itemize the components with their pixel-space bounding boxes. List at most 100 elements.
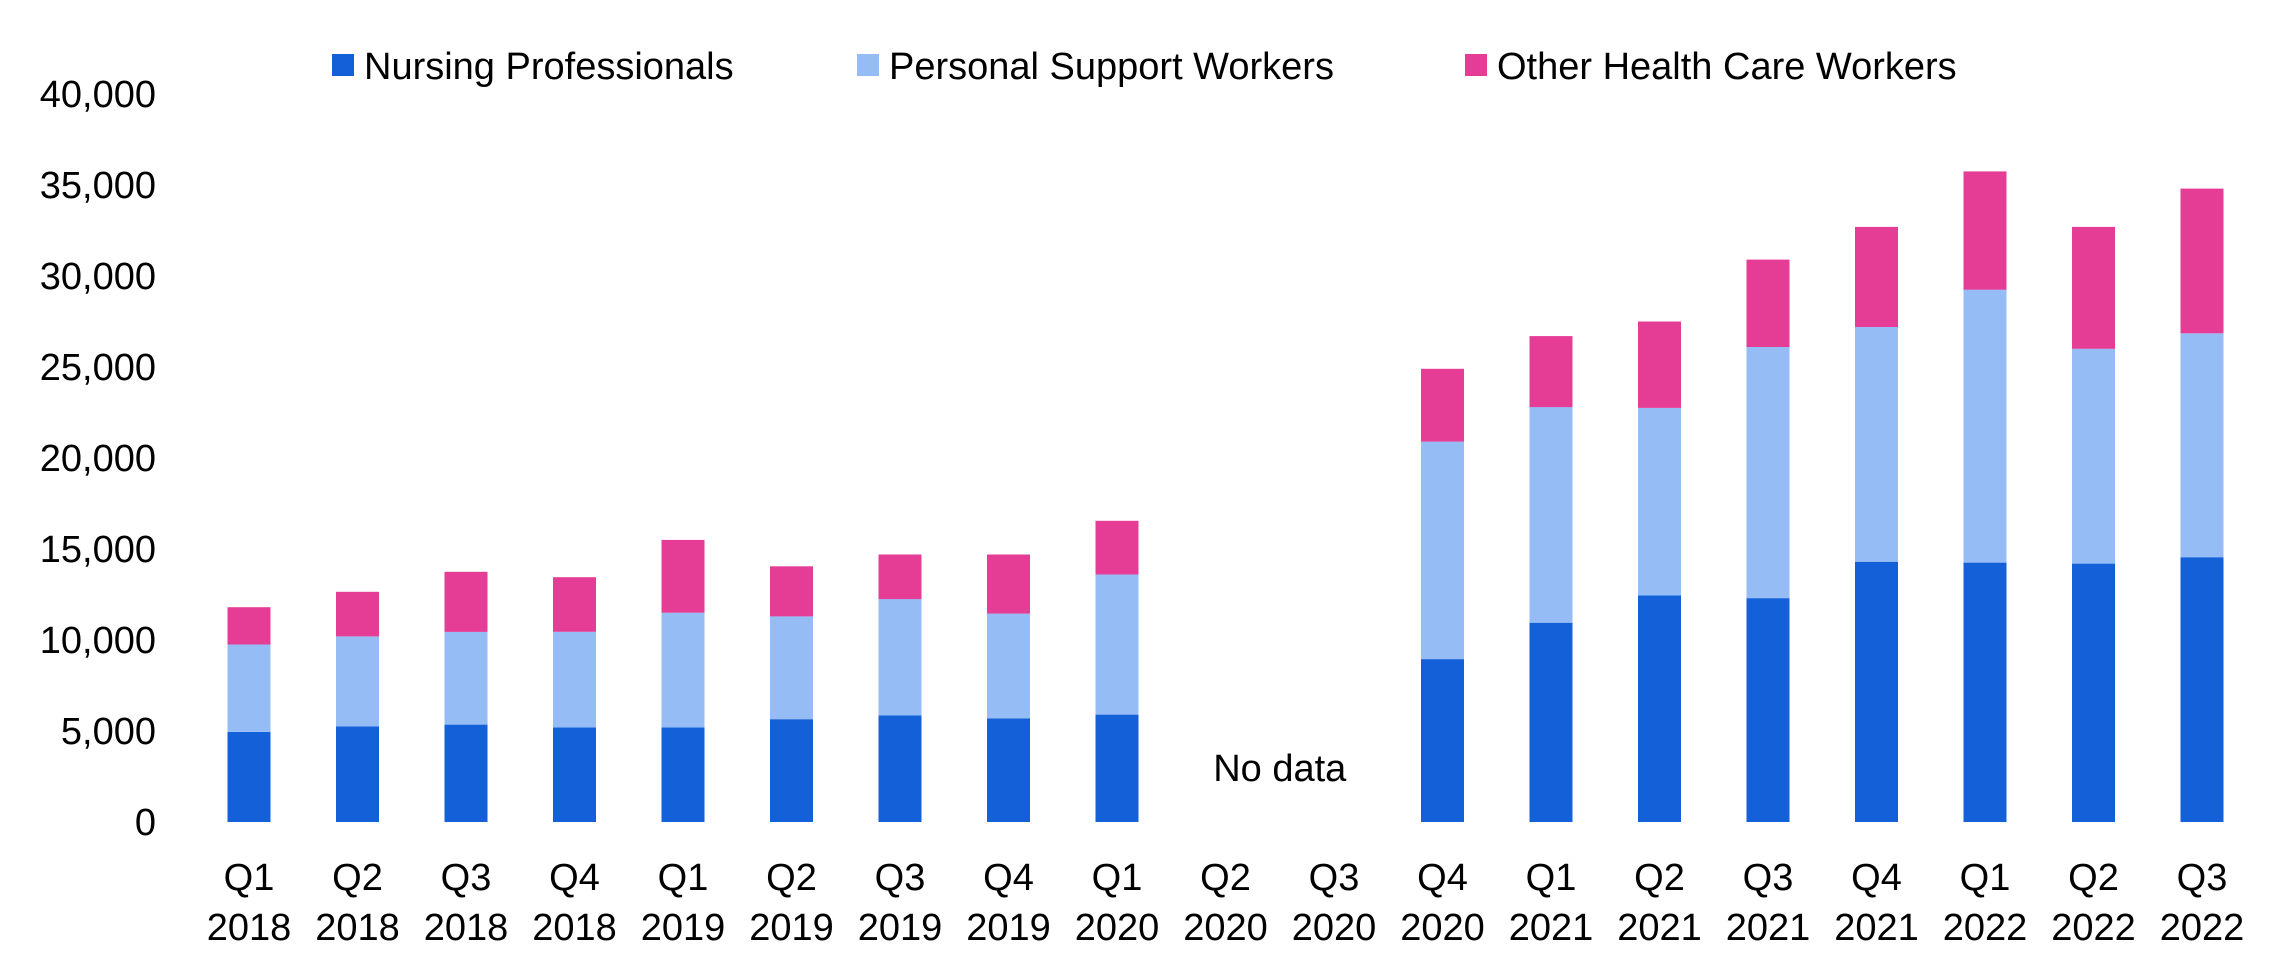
y-axis: 0 5,000 10,000 15,000 20,000 25,000 30,000 35,0… (40, 74, 156, 844)
x-tick-label-year: 2019 (966, 907, 1051, 949)
bar-segment-other (1855, 226, 1898, 327)
x-tick-label-quarter: Q4 (1417, 857, 1468, 899)
bar-segment-psw (1638, 407, 1681, 596)
bar-segment-other (227, 607, 271, 645)
bars (227, 171, 2224, 822)
x-tick-label-year: 2018 (532, 907, 617, 949)
bar-segment-other (336, 591, 379, 637)
x-tick-label-year: 2022 (1943, 907, 2028, 949)
x-tick-label-quarter: Q3 (875, 857, 926, 899)
y-tick-label: 0 (135, 802, 156, 844)
legend-swatch (332, 54, 354, 76)
legend-label: Nursing Professionals (364, 46, 734, 88)
bar-segment-other (1963, 171, 2007, 290)
x-tick-label-year: 2019 (641, 907, 726, 949)
bar-segment-psw (1095, 574, 1139, 715)
bar-segment-psw (1529, 407, 1573, 623)
bar-segment-other (444, 571, 488, 632)
bar-segment-nursing (1421, 659, 1464, 822)
legend-swatch (1465, 54, 1487, 76)
x-tick-label-year: 2020 (1183, 907, 1268, 949)
x-tick-label-quarter: Q4 (983, 857, 1034, 899)
bar-segment-nursing (1095, 714, 1139, 822)
x-tick-label-quarter: Q2 (332, 857, 383, 899)
x-tick-label-quarter: Q3 (2177, 857, 2228, 899)
x-tick-label-year: 2019 (858, 907, 943, 949)
x-tick-label-quarter: Q4 (549, 857, 600, 899)
x-tick-label-year: 2018 (424, 907, 509, 949)
bar-segment-nursing (878, 715, 922, 822)
x-tick-label-year: 2021 (1509, 907, 1594, 949)
x-tick-label-year: 2019 (749, 907, 834, 949)
x-tick-label-quarter: Q1 (224, 857, 275, 899)
bar-segment-psw (336, 636, 379, 727)
x-tick-label-quarter: Q2 (1634, 857, 1685, 899)
y-tick-label: 15,000 (40, 529, 156, 571)
x-tick-label-year: 2018 (207, 907, 292, 949)
bar-segment-nursing (770, 719, 813, 822)
bar-segment-other (2180, 188, 2224, 334)
x-tick-label-quarter: Q1 (1526, 857, 1577, 899)
bar-segment-psw (1963, 289, 2007, 563)
bar-segment-nursing (661, 727, 705, 822)
bar-segment-other (2072, 226, 2115, 349)
bar-segment-nursing (2180, 557, 2224, 822)
bar-segment-psw (770, 616, 813, 720)
bar-segment-nursing (227, 731, 271, 822)
x-tick-label-quarter: Q1 (1960, 857, 2011, 899)
x-tick-label-quarter: Q2 (766, 857, 817, 899)
bar-segment-nursing (336, 726, 379, 822)
bar-segment-other (770, 566, 813, 617)
bar-segment-nursing (553, 727, 596, 822)
bar-segment-other (1421, 368, 1464, 442)
x-tick-label-year: 2021 (1726, 907, 1811, 949)
bar-segment-nursing (987, 718, 1030, 822)
x-tick-label-quarter: Q3 (1743, 857, 1794, 899)
x-tick-label-year: 2022 (2051, 907, 2136, 949)
legend-label: Other Health Care Workers (1497, 46, 1957, 88)
x-tick-label-year: 2021 (1617, 907, 1702, 949)
x-tick-label-year: 2020 (1075, 907, 1160, 949)
x-tick-label-quarter: Q1 (658, 857, 709, 899)
bar-segment-psw (878, 599, 922, 716)
y-tick-label: 30,000 (40, 256, 156, 298)
bar-segment-nursing (444, 724, 488, 822)
bar-segment-psw (987, 613, 1030, 719)
y-tick-label: 5,000 (61, 711, 156, 753)
bar-segment-nursing (1963, 562, 2007, 822)
legend-item: Nursing Professionals (332, 46, 734, 88)
bar-segment-other (1529, 336, 1573, 408)
bar-segment-psw (2072, 348, 2115, 564)
x-tick-label-year: 2021 (1834, 907, 1919, 949)
bar-segment-other (1095, 520, 1139, 575)
bar-segment-psw (227, 644, 271, 732)
x-tick-label-year: 2020 (1292, 907, 1377, 949)
bar-segment-psw (553, 631, 596, 728)
legend-item: Personal Support Workers (857, 46, 1334, 88)
x-tick-label-year: 2018 (315, 907, 400, 949)
y-tick-label: 25,000 (40, 347, 156, 389)
bar-segment-nursing (2072, 563, 2115, 822)
x-tick-label-year: 2020 (1400, 907, 1485, 949)
x-tick-label-quarter: Q3 (441, 857, 492, 899)
bar-segment-psw (1421, 441, 1464, 660)
x-tick-label-quarter: Q2 (1200, 857, 1251, 899)
bar-segment-psw (1855, 327, 1898, 562)
bar-segment-other (1638, 321, 1681, 408)
legend: Nursing Professionals Personal Support Wo… (332, 46, 1957, 88)
legend-swatch (857, 54, 879, 76)
x-tick-label-year: 2022 (2160, 907, 2245, 949)
bar-segment-other (878, 554, 922, 600)
bar-segment-psw (1746, 347, 1790, 599)
bar-segment-other (1746, 259, 1790, 347)
bar-segment-other (553, 577, 596, 632)
y-tick-label: 35,000 (40, 165, 156, 207)
x-tick-label-quarter: Q4 (1851, 857, 1902, 899)
y-tick-label: 20,000 (40, 438, 156, 480)
bar-segment-nursing (1746, 598, 1790, 822)
legend-label: Personal Support Workers (889, 46, 1334, 88)
bar-segment-psw (444, 631, 488, 725)
x-axis: Q1 2018 Q2 2018 Q3 2018 Q4 2018 Q1 2019 Q2 2019 Q3 20… (207, 857, 2245, 949)
